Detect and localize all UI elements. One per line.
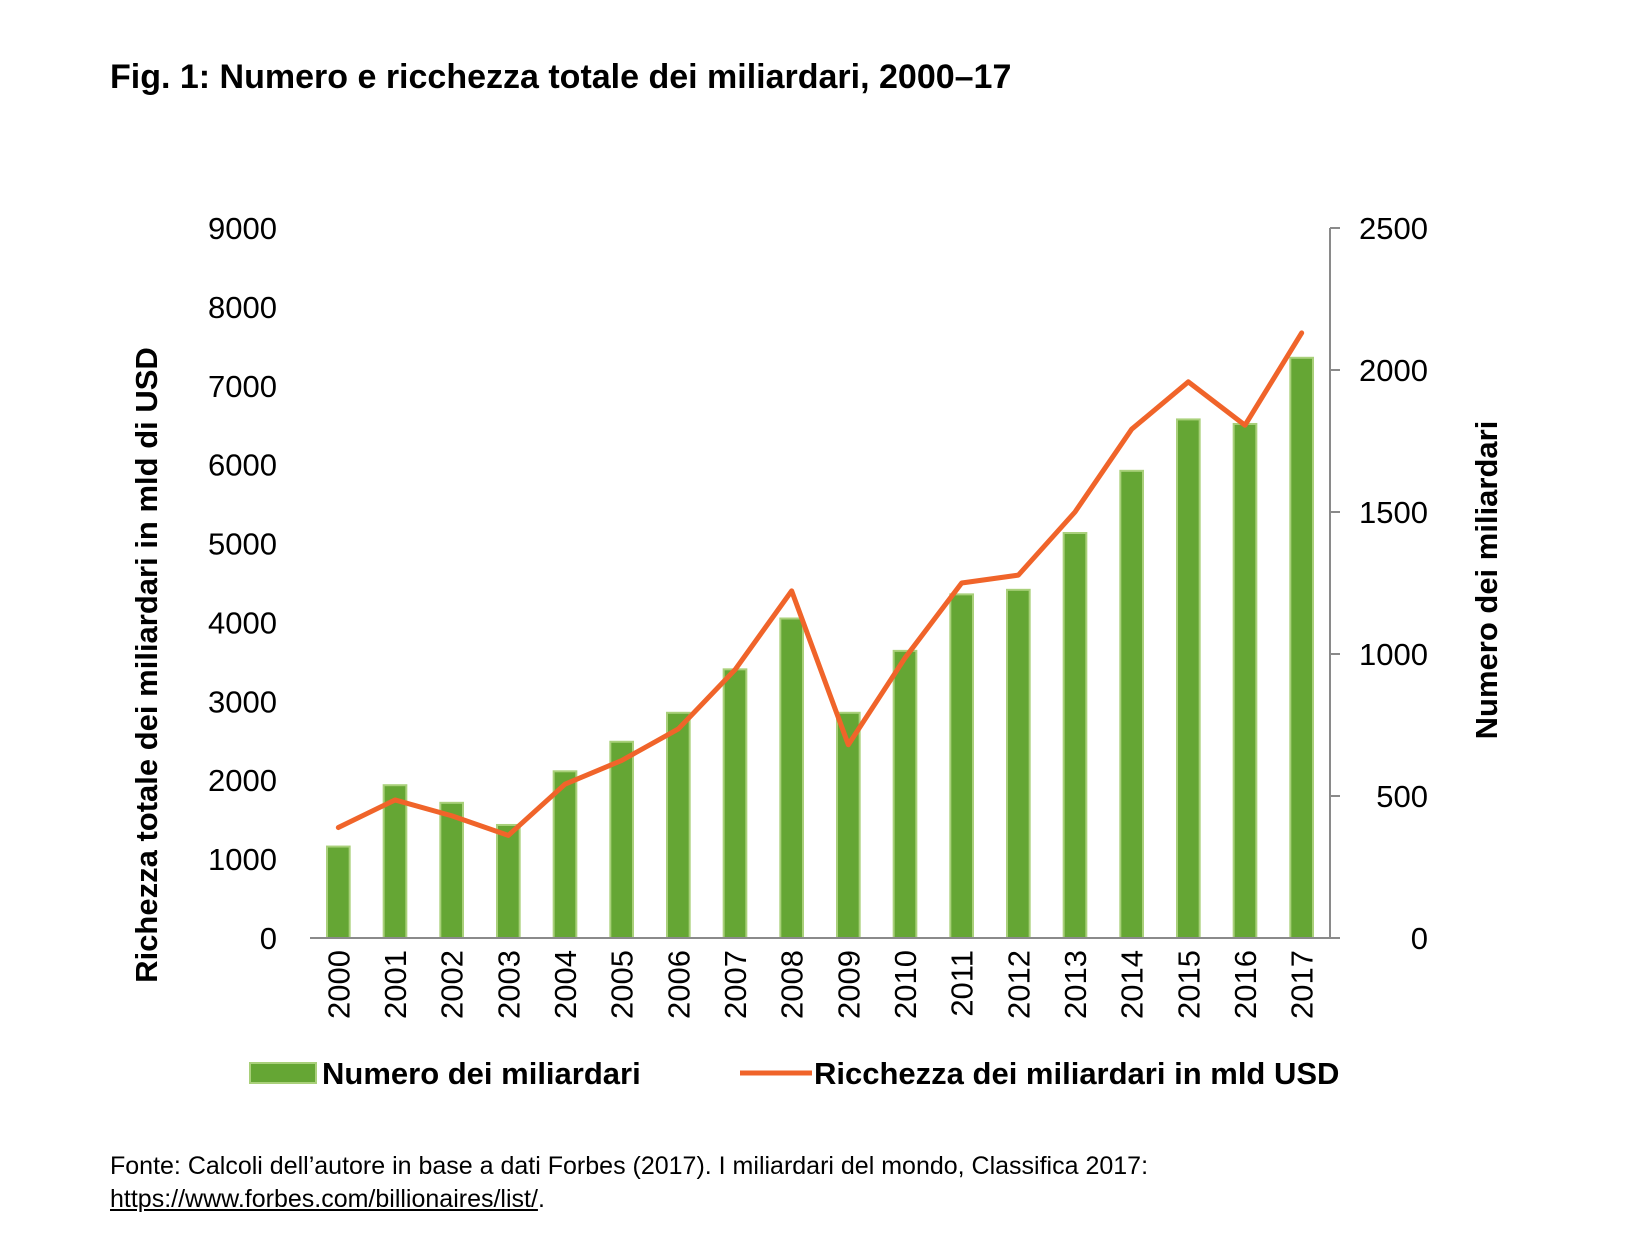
bar-2012 (1006, 588, 1031, 939)
x-tick-2003: 2003 (491, 950, 526, 1019)
bar-2007 (722, 668, 748, 939)
bar-2013 (1062, 532, 1088, 939)
right-tick-1000: 1000 (1359, 637, 1428, 672)
bar-2005 (609, 740, 634, 939)
x-tick-2012: 2012 (1001, 950, 1036, 1019)
left-tick-6000: 6000 (208, 448, 277, 483)
bar-series-numero (326, 356, 1315, 940)
bar-2016 (1232, 422, 1258, 939)
figure-title: Fig. 1: Numero e ricchezza totale dei mi… (110, 58, 1012, 96)
bar-2008 (779, 617, 804, 939)
source-text: Fonte: Calcoli dell’autore in base a dat… (110, 1152, 1149, 1180)
bar-2003 (496, 823, 521, 940)
x-tick-2009: 2009 (831, 950, 866, 1019)
x-tick-2017: 2017 (1285, 950, 1320, 1019)
left-tick-3000: 3000 (208, 684, 277, 719)
x-tick-2013: 2013 (1058, 950, 1093, 1019)
x-tick-2001: 2001 (378, 950, 413, 1019)
legend-bar-swatch (249, 1062, 317, 1084)
right-tick-1500: 1500 (1359, 495, 1428, 530)
x-tick-2005: 2005 (605, 950, 640, 1019)
bar-2004 (552, 770, 578, 939)
x-tick-2004: 2004 (548, 950, 583, 1019)
line-series-ricchezza (335, 330, 1305, 838)
ricchezza-line (335, 330, 1305, 838)
x-tick-2011: 2011 (945, 950, 980, 1017)
right-tick-2000: 2000 (1359, 353, 1428, 388)
left-tick-1000: 1000 (208, 842, 277, 877)
right-tick-2500: 2500 (1359, 211, 1428, 246)
bar-2001 (382, 784, 408, 940)
x-tick-2002: 2002 (435, 950, 470, 1019)
right-axis-title: Numero dei miliardari (1469, 421, 1504, 740)
axes (310, 227, 1340, 939)
bar-2002 (439, 801, 465, 939)
x-tick-2014: 2014 (1115, 950, 1150, 1019)
combo-chart: 0 1000 2000 3000 4000 5000 6000 7000 8000 9000 0 50… (129, 211, 1504, 1091)
bar-2017 (1289, 356, 1315, 939)
left-tick-2000: 2000 (208, 763, 277, 798)
right-tick-500: 500 (1376, 779, 1428, 814)
left-tick-0: 0 (260, 921, 277, 956)
left-tick-4000: 4000 (208, 605, 277, 640)
link-suffix: . (537, 1185, 545, 1213)
right-tick-0: 0 (1411, 921, 1428, 956)
left-tick-5000: 5000 (208, 527, 277, 562)
bar-2011 (949, 593, 974, 939)
forbes-link[interactable]: https://www.forbes.com/billionaires/list… (110, 1185, 538, 1213)
legend-bar-label: Numero dei miliardari (322, 1056, 641, 1091)
x-tick-2008: 2008 (775, 950, 810, 1019)
bar-2000 (326, 845, 351, 939)
left-tick-8000: 8000 (208, 290, 277, 325)
x-tick-2007: 2007 (718, 950, 753, 1019)
bar-2015 (1176, 418, 1201, 939)
source-note: Fonte: Calcoli dell’autore in base a dat… (110, 1150, 1148, 1216)
bar-2006 (666, 711, 691, 940)
x-tick-2006: 2006 (661, 950, 696, 1019)
x-tick-2010: 2010 (888, 950, 923, 1019)
bar-2010 (892, 649, 918, 939)
bar-2014 (1119, 469, 1145, 939)
legend: Numero dei miliardari Ricchezza dei mili… (249, 1056, 1339, 1091)
tick-labels: 0 1000 2000 3000 4000 5000 6000 7000 8000 9000 0 50… (208, 211, 1428, 1019)
left-tick-9000: 9000 (208, 211, 277, 246)
x-tick-2016: 2016 (1228, 950, 1263, 1019)
x-tick-2000: 2000 (321, 950, 356, 1019)
left-axis-title: Richezza totale dei miliardari in mld di… (129, 347, 164, 983)
left-tick-7000: 7000 (208, 369, 277, 404)
x-tick-2015: 2015 (1171, 950, 1206, 1019)
legend-line-label: Ricchezza dei miliardari in mld USD (814, 1056, 1339, 1091)
